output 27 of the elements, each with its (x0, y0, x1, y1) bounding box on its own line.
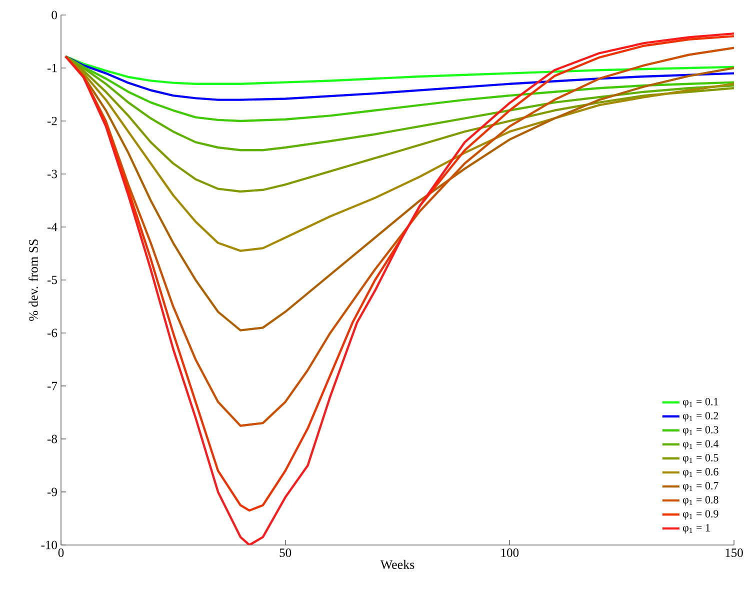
y-tick-label: 0 (52, 10, 57, 20)
legend-label: φ$_{1}$ = 0.6 (682, 468, 718, 478)
legend-label: φ$_{1}$ = 0.4 (682, 440, 719, 450)
y-tick-label: -7 (48, 382, 58, 390)
legend-label: φ$_{1}$ = 0.9 (682, 510, 718, 520)
y-tick-label: -10 (41, 540, 57, 550)
legend-label: φ$_{1}$ = 0.1 (682, 398, 718, 408)
y-tick-label: -5 (48, 276, 57, 284)
x-tick-label: 100 (501, 548, 519, 557)
legend-label: φ$_{1}$ = 0.5 (682, 454, 718, 464)
y-tick-label: -2 (48, 116, 57, 126)
y-tick-label: -8 (48, 434, 57, 444)
x-tick-label: 150 (726, 548, 743, 557)
y-tick-label: -9 (48, 488, 57, 496)
y-axis-title: % dev. from SS (28, 240, 38, 321)
x-tick-label: 0 (58, 548, 64, 557)
legend-label: φ$_{1}$ = 1 (682, 524, 710, 534)
y-tick-label: -3 (48, 170, 57, 178)
y-tick-label: -4 (48, 222, 58, 232)
legend-label: φ$_{1}$ = 0.8 (682, 496, 718, 506)
legend-label: φ$_{1}$ = 0.2 (682, 412, 718, 422)
legend-label: φ$_{1}$ = 0.3 (682, 426, 718, 436)
y-tick-label: -1 (48, 64, 57, 72)
x-axis-title: Weeks (380, 560, 414, 570)
y-tick-label: -6 (48, 328, 58, 338)
legend-label: φ$_{1}$ = 0.7 (682, 482, 718, 492)
x-tick-label: 50 (280, 548, 292, 557)
